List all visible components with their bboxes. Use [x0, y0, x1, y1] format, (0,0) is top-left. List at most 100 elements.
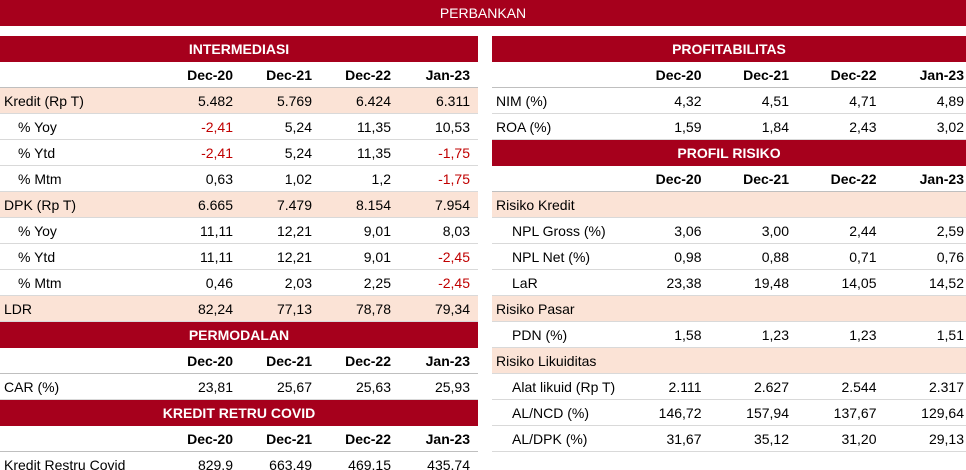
- column-header: Dec-20: [187, 430, 233, 447]
- column-header: Dec-21: [266, 352, 312, 369]
- cell-value: 7.479: [276, 196, 312, 213]
- cell-value: 2.544: [841, 378, 877, 395]
- kredit-restru-header: KREDIT RETRU COVID: [0, 400, 478, 426]
- cell-value: 663,49: [269, 456, 312, 470]
- cell-value: 9,01: [363, 248, 391, 265]
- row-label: AL/NCD (%): [512, 404, 590, 421]
- cell-value: 6.424: [355, 92, 391, 109]
- cell-value: 5,24: [284, 118, 312, 135]
- cell-value: 2.317: [928, 378, 964, 395]
- column-header: Dec-20: [187, 352, 233, 369]
- table-row: Alat likuid (Rp T) 2.111 2.627 2.544 2.3…: [492, 374, 966, 400]
- cell-value: 78,78: [355, 300, 391, 317]
- profil-risiko-header: PROFIL RISIKO: [492, 140, 966, 166]
- column-header: Jan-23: [425, 430, 470, 447]
- table-row: % Ytd -2,41 5,24 11,35 -1,75: [0, 140, 478, 166]
- cell-value: 0,98: [674, 248, 702, 265]
- column-header: Dec-21: [743, 66, 789, 83]
- cell-value: 4,32: [674, 92, 702, 109]
- cell-value: 2,44: [849, 222, 877, 239]
- cell-value: 0,71: [849, 248, 877, 265]
- cell-value: 77,13: [276, 300, 312, 317]
- row-label: % Mtm: [18, 274, 62, 291]
- table-row: % Mtm 0,63 1,02 1,2 -1,75: [0, 166, 478, 192]
- section-label: Risiko Pasar: [496, 300, 575, 317]
- cell-value: 2.627: [753, 378, 789, 395]
- table-row: AL/DPK (%) 31,67 35,12 31,20 29,13: [492, 426, 966, 452]
- table-row: DPK (Rp T) 6.665 7.479 8.154 7.954: [0, 192, 478, 218]
- cell-value: 23,38: [666, 274, 702, 291]
- cell-value: -2,45: [438, 274, 470, 291]
- cell-value: 25,63: [355, 378, 391, 395]
- column-header: Jan-23: [425, 352, 470, 369]
- cell-value: 11,11: [200, 248, 233, 265]
- profitabilitas-header: PROFITABILITAS: [492, 36, 966, 62]
- cell-value: 0,88: [761, 248, 789, 265]
- row-label: Alat likuid (Rp T): [512, 378, 616, 395]
- column-header: Dec-22: [345, 66, 391, 83]
- cell-value: 10,53: [434, 118, 470, 135]
- cell-value: 31,20: [841, 430, 877, 447]
- row-label: DPK (Rp T): [4, 196, 77, 213]
- row-label: CAR (%): [4, 378, 60, 395]
- cell-value: 1,23: [849, 326, 877, 343]
- table-row: Kredit Restru Covid 829,9 663,49 469,15 …: [0, 452, 478, 470]
- column-header: Dec-21: [266, 66, 312, 83]
- cell-value: 469,15: [348, 456, 391, 470]
- cell-value: 29,13: [928, 430, 964, 447]
- cell-value: -1,75: [438, 170, 470, 187]
- cell-value: 35,12: [753, 430, 789, 447]
- section-row-risiko-likuiditas: Risiko Likuiditas: [492, 348, 966, 374]
- cell-value: 11,11: [200, 222, 233, 239]
- row-label: % Ytd: [18, 248, 56, 265]
- table-row: PDN (%) 1,58 1,23 1,23 1,51: [492, 322, 966, 348]
- right-panel: PROFITABILITAS Dec-20 Dec-21 Dec-22 Jan-…: [492, 36, 966, 452]
- cell-value: 829,9: [197, 456, 233, 470]
- cell-value: 31,67: [666, 430, 702, 447]
- intermediasi-column-header: Dec-20 Dec-21 Dec-22 Jan-23: [0, 62, 478, 88]
- cell-value: 7.954: [434, 196, 470, 213]
- kredit-restru-column-header: Dec-20 Dec-21 Dec-22 Jan-23: [0, 426, 478, 452]
- column-header: Dec-21: [743, 170, 789, 187]
- cell-value: 9,01: [363, 222, 391, 239]
- banner-title: PERBANKAN: [0, 0, 966, 28]
- row-label: ROA (%): [496, 118, 552, 135]
- cell-value: 5.769: [276, 92, 312, 109]
- permodalan-header: PERMODALAN: [0, 322, 478, 348]
- cell-value: 14,52: [928, 274, 964, 291]
- cell-value: 23,81: [197, 378, 233, 395]
- cell-value: 0,76: [936, 248, 964, 265]
- cell-value: 157,94: [746, 404, 789, 421]
- section-label: Risiko Kredit: [496, 196, 575, 213]
- cell-value: 2,43: [849, 118, 877, 135]
- column-header: Dec-21: [266, 430, 312, 447]
- column-header: Dec-20: [187, 66, 233, 83]
- cell-value: 8.154: [355, 196, 391, 213]
- cell-value: 5.482: [197, 92, 233, 109]
- cell-value: -2,41: [201, 144, 233, 161]
- cell-value: 2,03: [284, 274, 312, 291]
- column-header: Dec-20: [655, 66, 702, 83]
- table-row: % Yoy 11,11 12,21 9,01 8,03: [0, 218, 478, 244]
- column-header: Jan-23: [919, 66, 964, 83]
- cell-value: 1,23: [761, 326, 789, 343]
- cell-value: -2,45: [438, 248, 470, 265]
- table-row: % Yoy -2,41 5,24 11,35 10,53: [0, 114, 478, 140]
- column-header: Jan-23: [425, 66, 470, 83]
- column-header: Dec-22: [345, 430, 391, 447]
- table-row: NPL Gross (%) 3,06 3,00 2,44 2,59: [492, 218, 966, 244]
- cell-value: 19,48: [753, 274, 789, 291]
- cell-value: 11,35: [357, 144, 391, 161]
- cell-value: 3,06: [674, 222, 702, 239]
- permodalan-column-header: Dec-20 Dec-21 Dec-22 Jan-23: [0, 348, 478, 374]
- cell-value: 2,59: [936, 222, 964, 239]
- column-header: Dec-22: [830, 66, 877, 83]
- cell-value: 1,58: [674, 326, 702, 343]
- profil-risiko-column-header: Dec-20 Dec-21 Dec-22 Jan-23: [492, 166, 966, 192]
- cell-value: -2,41: [201, 118, 233, 135]
- intermediasi-header: INTERMEDIASI: [0, 36, 478, 62]
- cell-value: 12,21: [276, 248, 312, 265]
- cell-value: 1,59: [674, 118, 702, 135]
- cell-value: 4,71: [849, 92, 877, 109]
- row-label: LDR: [4, 300, 33, 317]
